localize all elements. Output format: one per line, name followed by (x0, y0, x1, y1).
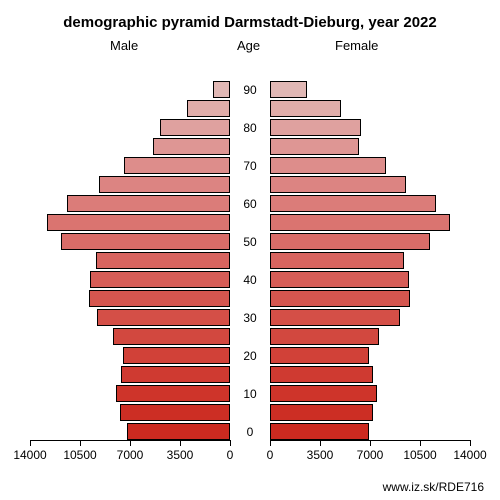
age-label: Age (237, 38, 260, 53)
male-bar (61, 233, 230, 250)
female-bar (270, 347, 369, 364)
center-gap: 0 10 20 30 40 50 60 70 80 90 (230, 55, 270, 440)
female-bar (270, 176, 406, 193)
male-bar (127, 423, 230, 440)
x-tick-label: 7000 (357, 448, 384, 462)
age-tick-label: 90 (243, 83, 256, 97)
x-tick (470, 440, 471, 446)
x-tick (130, 440, 131, 446)
female-bar (270, 423, 369, 440)
x-tick-label: 14000 (13, 448, 46, 462)
pyramid-chart: demographic pyramid Darmstadt-Dieburg, y… (0, 0, 500, 500)
male-bar (97, 309, 230, 326)
female-bar (270, 404, 373, 421)
x-tick (230, 440, 231, 446)
male-bar (90, 271, 230, 288)
female-bar (270, 214, 450, 231)
x-tick-label: 7000 (117, 448, 144, 462)
female-label: Female (335, 38, 378, 53)
male-bar (116, 385, 230, 402)
x-tick (30, 440, 31, 446)
age-tick-label: 40 (243, 273, 256, 287)
male-bar (160, 119, 230, 136)
male-bar (99, 176, 230, 193)
age-tick-label: 30 (243, 311, 256, 325)
age-tick-label: 60 (243, 197, 256, 211)
x-tick (320, 440, 321, 446)
female-half (270, 55, 470, 440)
x-tick-label: 14000 (453, 448, 486, 462)
age-tick-label: 0 (247, 425, 254, 439)
male-bar (123, 347, 230, 364)
x-tick-label: 0 (267, 448, 274, 462)
plot-area: 0 10 20 30 40 50 60 70 80 90 (30, 55, 470, 440)
male-bar (121, 366, 230, 383)
female-bar (270, 233, 430, 250)
male-bar (120, 404, 230, 421)
x-tick (370, 440, 371, 446)
age-tick-label: 20 (243, 349, 256, 363)
female-bar (270, 81, 307, 98)
female-bar (270, 157, 386, 174)
x-tick-label: 10500 (403, 448, 436, 462)
x-tick-label: 10500 (63, 448, 96, 462)
x-tick (420, 440, 421, 446)
male-bar (47, 214, 230, 231)
age-tick-label: 80 (243, 121, 256, 135)
source-text: www.iz.sk/RDE716 (383, 480, 484, 494)
x-tick-label: 0 (227, 448, 234, 462)
female-bar (270, 290, 410, 307)
male-bar (213, 81, 230, 98)
female-bar (270, 195, 436, 212)
female-bar (270, 366, 373, 383)
male-bar (153, 138, 230, 155)
age-tick-label: 10 (243, 387, 256, 401)
male-label: Male (110, 38, 138, 53)
chart-title: demographic pyramid Darmstadt-Dieburg, y… (0, 14, 500, 31)
age-tick-label: 50 (243, 235, 256, 249)
x-tick-label: 3500 (307, 448, 334, 462)
x-tick (180, 440, 181, 446)
male-bar (67, 195, 230, 212)
age-tick-label: 70 (243, 159, 256, 173)
female-bar (270, 385, 377, 402)
female-bar (270, 328, 379, 345)
female-bar (270, 119, 361, 136)
female-bar (270, 309, 400, 326)
x-axis: 14000105007000350000350070001050014000 (30, 440, 470, 480)
female-bar (270, 100, 341, 117)
male-bar (113, 328, 230, 345)
male-bar (96, 252, 230, 269)
female-bar (270, 138, 359, 155)
male-bar (89, 290, 230, 307)
female-bar (270, 252, 404, 269)
male-bar (124, 157, 230, 174)
x-tick (80, 440, 81, 446)
x-tick (270, 440, 271, 446)
male-half (30, 55, 230, 440)
x-tick-label: 3500 (167, 448, 194, 462)
male-bar (187, 100, 230, 117)
female-bar (270, 271, 409, 288)
